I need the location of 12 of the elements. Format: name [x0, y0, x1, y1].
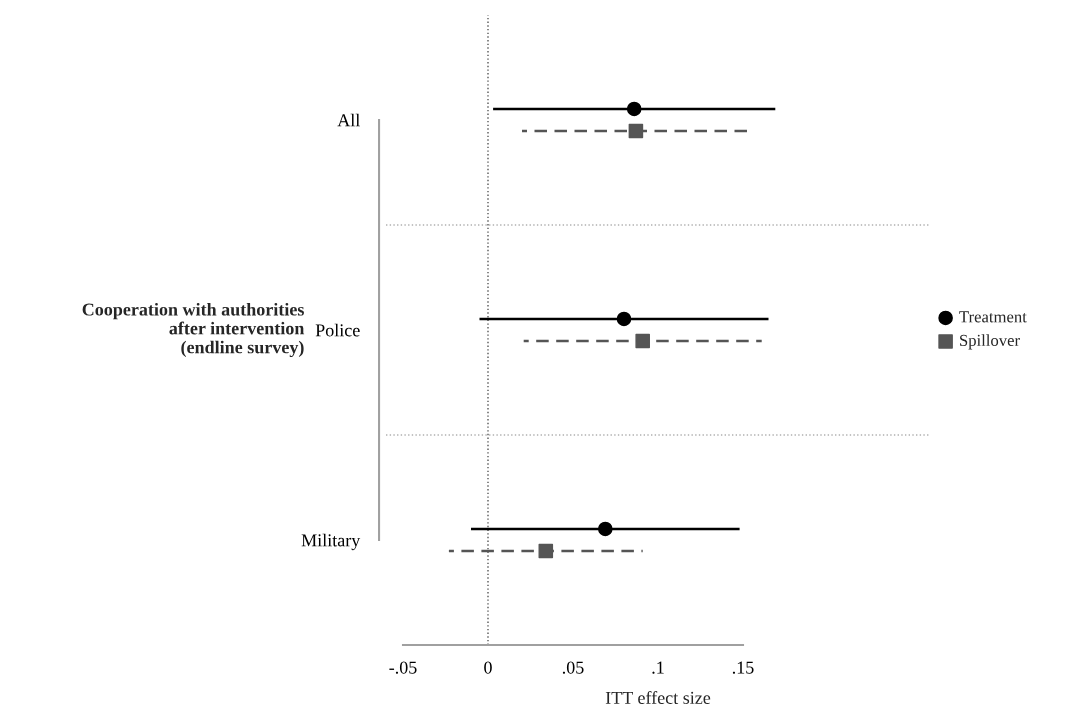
x-tick-label: .1: [652, 661, 664, 674]
x-axis-title: ITT effect size: [605, 691, 711, 704]
x-tick-label: 0: [484, 661, 492, 674]
y-tick-label: Police: [315, 323, 360, 337]
legend-label: Treatment: [959, 311, 1027, 323]
y-axis-title: Cooperation with authorities after intervention (endline survey): [82, 302, 305, 358]
x-tick-label: .05: [562, 661, 584, 674]
y-tick-label: Military: [301, 533, 361, 551]
x-tick-label: .15: [732, 661, 754, 674]
legend-label: Spillover: [960, 334, 1020, 350]
y-tick-label: All: [337, 113, 360, 127]
x-tick-label: -.05: [389, 661, 417, 674]
